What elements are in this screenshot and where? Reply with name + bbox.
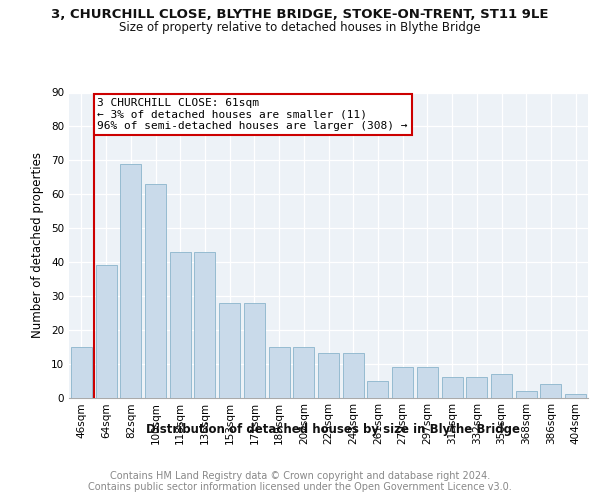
Text: 3 CHURCHILL CLOSE: 61sqm
← 3% of detached houses are smaller (11)
96% of semi-de: 3 CHURCHILL CLOSE: 61sqm ← 3% of detache… <box>97 98 408 131</box>
Bar <box>244 302 265 398</box>
Text: Contains HM Land Registry data © Crown copyright and database right 2024.: Contains HM Land Registry data © Crown c… <box>110 471 490 481</box>
Bar <box>491 374 512 398</box>
Bar <box>367 380 388 398</box>
Bar <box>516 390 537 398</box>
Bar <box>417 367 438 398</box>
Bar <box>343 354 364 398</box>
Bar <box>71 346 92 398</box>
Bar <box>541 384 562 398</box>
Bar <box>466 377 487 398</box>
Bar <box>293 346 314 398</box>
Text: Size of property relative to detached houses in Blythe Bridge: Size of property relative to detached ho… <box>119 21 481 34</box>
Text: Contains public sector information licensed under the Open Government Licence v3: Contains public sector information licen… <box>88 482 512 492</box>
Bar <box>269 346 290 398</box>
Bar <box>95 266 116 398</box>
Text: Distribution of detached houses by size in Blythe Bridge: Distribution of detached houses by size … <box>146 422 520 436</box>
Bar <box>170 252 191 398</box>
Bar <box>442 377 463 398</box>
Bar <box>145 184 166 398</box>
Bar <box>318 354 339 398</box>
Bar <box>392 367 413 398</box>
Bar <box>120 164 141 398</box>
Text: 3, CHURCHILL CLOSE, BLYTHE BRIDGE, STOKE-ON-TRENT, ST11 9LE: 3, CHURCHILL CLOSE, BLYTHE BRIDGE, STOKE… <box>51 8 549 20</box>
Bar <box>219 302 240 398</box>
Y-axis label: Number of detached properties: Number of detached properties <box>31 152 44 338</box>
Bar <box>565 394 586 398</box>
Bar <box>194 252 215 398</box>
